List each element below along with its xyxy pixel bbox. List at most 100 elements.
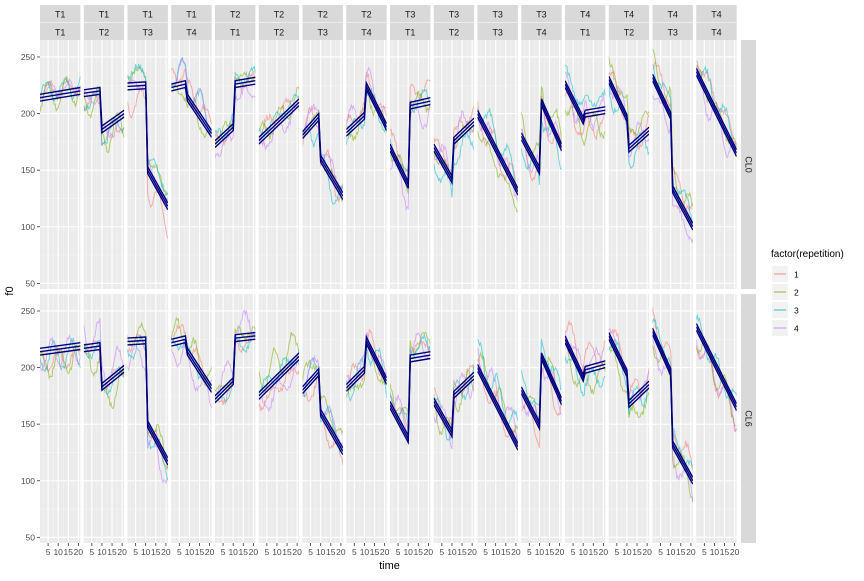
repetition-line — [215, 309, 256, 395]
repetition-line — [171, 316, 212, 387]
strip-bottom-box — [171, 23, 212, 41]
x-tick-label: 20 — [424, 547, 434, 557]
facet-panel — [433, 294, 475, 543]
strip-top-label: T3 — [449, 10, 460, 20]
x-axis-title: time — [379, 560, 400, 572]
x-tick-label: 5 — [264, 547, 269, 557]
y-tick-label: 250 — [21, 52, 35, 62]
x-tick-label: 5 — [702, 547, 707, 557]
x-tick-label: 10 — [447, 547, 457, 557]
fit-line — [258, 352, 300, 393]
legend: factor(repetition) 1 2 3 4 — [771, 249, 844, 336]
fit-line — [258, 101, 300, 142]
strip-top-label: T1 — [186, 10, 197, 20]
x-tick-label: 10 — [272, 547, 282, 557]
facet-panel — [40, 294, 81, 543]
facet-strip-column: T1 T4 — [171, 5, 212, 41]
strip-bottom-label: T3 — [317, 28, 328, 38]
facet-strip-column: T4 T1 — [565, 5, 606, 41]
x-tick-label: 10 — [316, 547, 326, 557]
strip-top-box — [302, 5, 343, 23]
facet-panel — [302, 40, 343, 289]
panel-background — [608, 294, 650, 543]
facet-strip-column: T3 T2 — [433, 5, 475, 41]
fit-line — [346, 80, 387, 130]
x-tick-label: 5 — [133, 547, 138, 557]
panel-background — [83, 294, 125, 543]
fit-line — [171, 335, 212, 387]
fit-line — [696, 67, 737, 151]
facet-panel — [127, 294, 168, 543]
facet-strip-column: T3 T3 — [477, 5, 518, 41]
fit-line — [696, 323, 737, 405]
strip-bottom-label: T2 — [99, 28, 110, 38]
panel-background — [258, 294, 300, 543]
x-tick-label: 20 — [74, 547, 84, 557]
fit-line — [608, 332, 650, 402]
x-tick-label: 5 — [46, 547, 51, 557]
row-strip-label: CL6 — [744, 410, 754, 427]
repetition-line — [40, 76, 81, 102]
facet-panel — [390, 294, 431, 543]
fit-line — [127, 81, 168, 204]
x-tick-label: 10 — [403, 547, 413, 557]
strip-top-label: T4 — [580, 10, 591, 20]
fit-line — [215, 76, 256, 142]
fit-line — [696, 326, 737, 408]
strip-bottom-label: T1 — [55, 28, 66, 38]
facet-panel — [608, 40, 650, 289]
x-tick-label: 5 — [527, 547, 532, 557]
fit-line — [521, 98, 562, 170]
repetition-line — [127, 342, 168, 484]
strip-bottom-box — [565, 23, 606, 41]
y-tick-label: 150 — [21, 165, 35, 175]
facet-panel — [215, 40, 256, 289]
fit-line — [565, 87, 606, 126]
strip-top-box — [521, 5, 562, 23]
panel-background — [521, 294, 562, 543]
strip-bottom-label: T3 — [667, 28, 678, 38]
strip-bottom-label: T4 — [186, 28, 197, 38]
y-tick-label: 200 — [21, 109, 35, 119]
fit-line — [477, 109, 518, 189]
strip-bottom-box — [40, 23, 81, 41]
strip-top-label: T2 — [274, 10, 285, 20]
x-tick-label: 20 — [292, 547, 302, 557]
repetition-line — [40, 75, 81, 113]
facet-panel — [521, 40, 562, 289]
panel-background — [346, 294, 387, 543]
x-tick-label: 10 — [535, 547, 545, 557]
repetition-line — [565, 64, 606, 108]
repetition-line — [565, 104, 606, 146]
strip-bottom-label: T1 — [580, 28, 591, 38]
facet-panel — [696, 294, 737, 543]
fit-line — [40, 342, 81, 349]
facet-strip-column: T4 T3 — [652, 5, 693, 41]
strip-bottom-label: T4 — [536, 28, 547, 38]
fit-line — [696, 74, 737, 157]
x-tick-label: 15 — [195, 547, 205, 557]
strip-bottom-label: T3 — [492, 28, 503, 38]
facet-strip-column: T2 T3 — [302, 5, 343, 41]
strip-bottom-box — [521, 23, 562, 41]
repetition-line — [565, 319, 606, 377]
legend-label: 4 — [794, 324, 799, 334]
strip-top-label: T4 — [711, 10, 722, 20]
strip-bottom-label: T3 — [142, 28, 153, 38]
repetition-line — [608, 347, 650, 419]
fit-line — [565, 339, 606, 380]
facet-panel — [258, 294, 300, 543]
strip-bottom-box — [346, 23, 387, 41]
row-strip-label: CL0 — [744, 156, 754, 173]
repetition-line — [390, 79, 431, 173]
fit-line — [477, 367, 518, 448]
fit-line — [433, 117, 475, 179]
fit-line — [477, 116, 518, 196]
facet-strip-column: T4 T2 — [608, 5, 650, 41]
fit-line — [258, 105, 300, 145]
strip-top-label: T4 — [667, 10, 678, 20]
fit-line — [127, 336, 168, 459]
x-tick-label: 5 — [396, 547, 401, 557]
fit-line — [302, 111, 343, 194]
x-tick-label: 5 — [571, 547, 576, 557]
